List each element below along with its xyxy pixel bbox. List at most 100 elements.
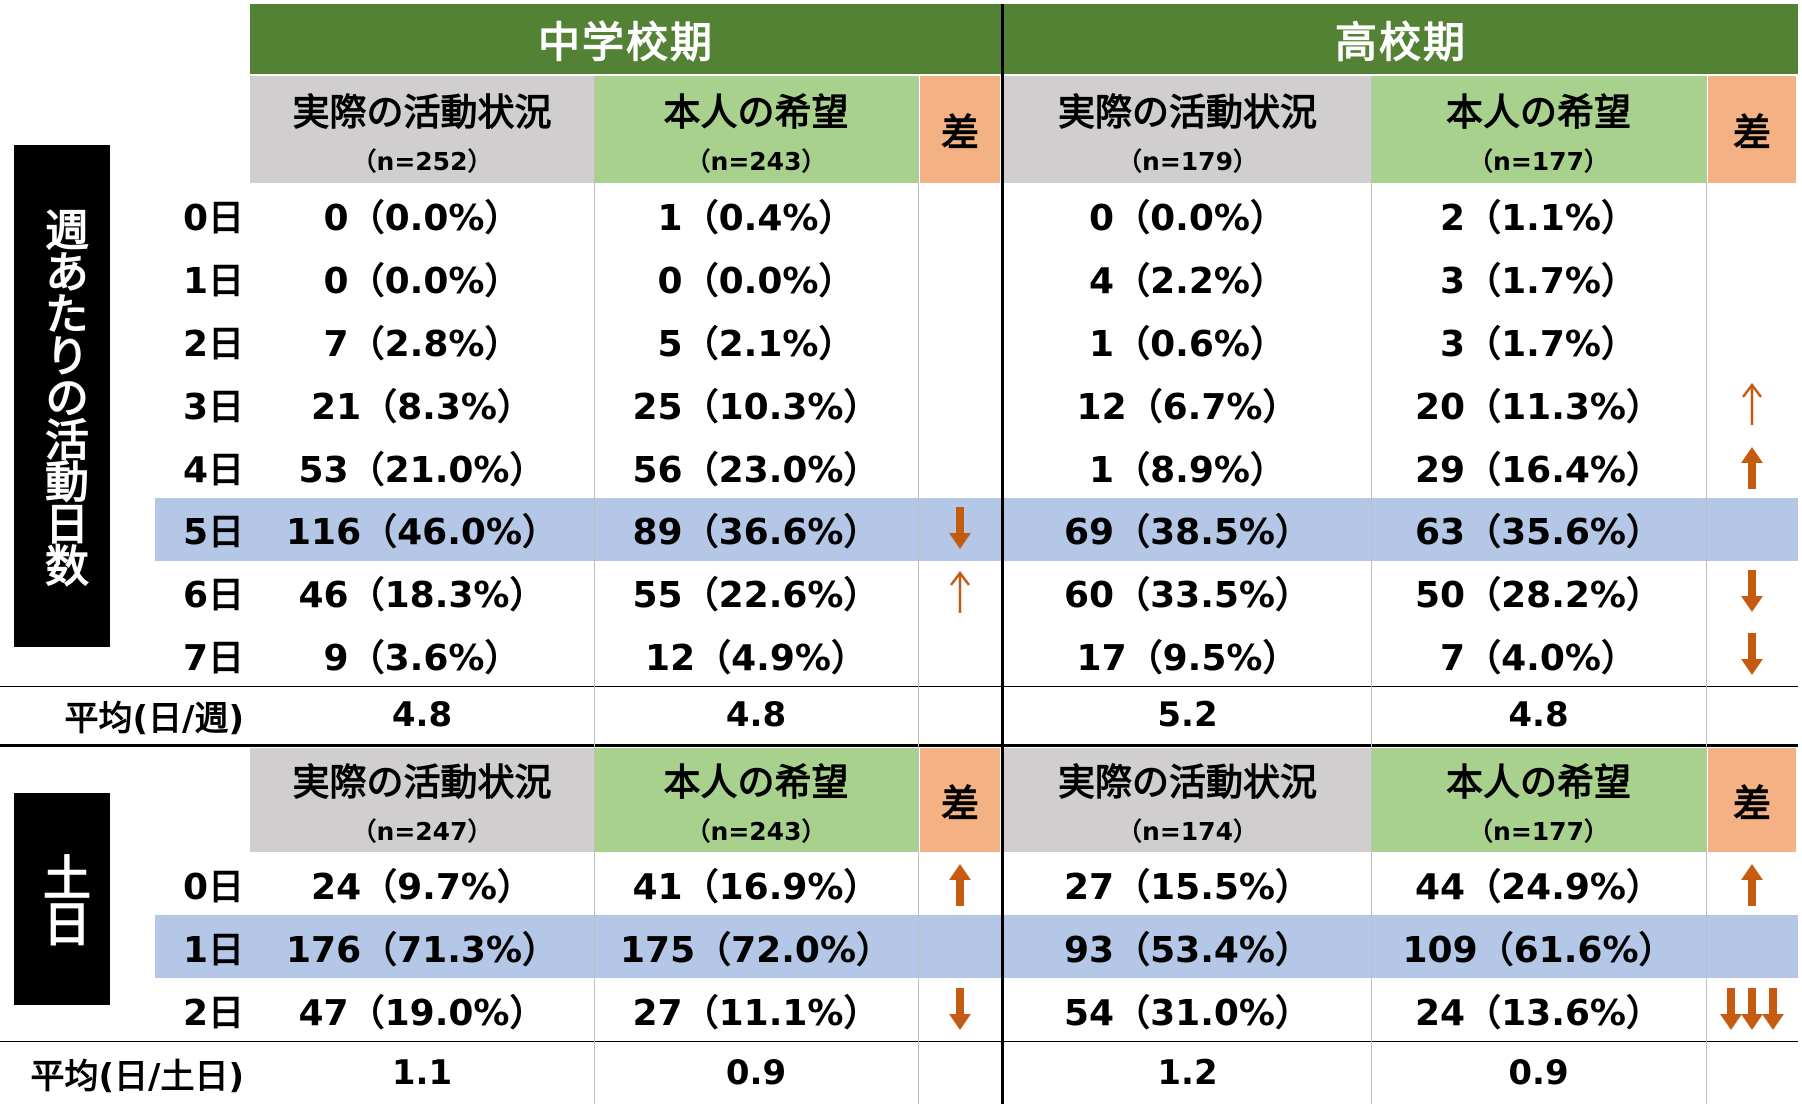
day-label: 0日 xyxy=(182,866,244,908)
cell-jh-actual: 116（46.0%） xyxy=(285,512,559,554)
cell-jh-actual: 53（21.0%） xyxy=(298,449,546,491)
cell-jh-wish: 41（16.9%） xyxy=(632,866,880,908)
cell-hs-wish: 109（61.6%） xyxy=(1402,929,1675,971)
weekly-side-label-text: 週あたりの活動日数 xyxy=(37,207,88,585)
cell-jh-wish: 25（10.3%） xyxy=(632,386,880,428)
diff-cell-empty xyxy=(918,184,1002,247)
header-label: 実際の活動状況 xyxy=(1058,761,1317,804)
day-label: 3日 xyxy=(182,386,244,428)
cell-hs-actual: 93（53.4%） xyxy=(1064,929,1311,971)
weekend-header-jh-wish: 本人の希望 （n=243） xyxy=(594,748,918,852)
average-hs-wish: 4.8 xyxy=(1508,695,1569,735)
diff-cell-empty xyxy=(1706,498,1798,561)
diff-cell-empty xyxy=(1706,247,1798,310)
cell-hs-actual: 17（9.5%） xyxy=(1076,637,1299,679)
cell-jh-actual: 7（2.8%） xyxy=(323,323,521,365)
cell-hs-wish: 24（13.6%） xyxy=(1415,992,1662,1034)
cell-jh-wish: 89（36.6%） xyxy=(632,512,880,554)
cell-hs-actual: 4（2.2%） xyxy=(1089,261,1286,303)
cell-jh-wish: 1（0.4%） xyxy=(657,198,855,240)
diff-cell-empty xyxy=(918,915,1002,978)
down-arrow-icon xyxy=(918,498,1002,561)
header-label: 本人の希望 xyxy=(663,90,849,134)
header-n: （n=177） xyxy=(1468,146,1609,176)
grid-line xyxy=(918,76,919,1104)
average-hs-actual: 5.2 xyxy=(1157,695,1218,735)
weekly-header-jh-actual: 実際の活動状況 （n=252） xyxy=(250,76,594,183)
cell-hs-actual: 54（31.0%） xyxy=(1064,992,1311,1034)
period-junior-high: 中学校期 xyxy=(250,4,1002,74)
cell-jh-actual: 24（9.7%） xyxy=(311,866,533,908)
cell-hs-wish: 7（4.0%） xyxy=(1440,637,1637,679)
weekly-header-diff: 差 xyxy=(1708,76,1796,183)
average-jh-wish: 0.9 xyxy=(725,1053,787,1093)
up-arrow-icon xyxy=(1706,852,1798,915)
cell-jh-actual: 47（19.0%） xyxy=(298,992,546,1034)
cell-hs-actual: 1（8.9%） xyxy=(1089,449,1286,491)
header-n: （n=243） xyxy=(685,817,827,846)
cell-jh-actual: 176（71.3%） xyxy=(285,929,559,971)
cell-hs-wish: 44（24.9%） xyxy=(1415,866,1662,908)
header-n: （n=179） xyxy=(1117,146,1258,176)
weekly-header-hs-actual: 実際の活動状況 （n=179） xyxy=(1004,76,1371,183)
weekend-header-jh-actual: 実際の活動状況 （n=247） xyxy=(250,748,594,852)
diff-cell-empty xyxy=(918,310,1002,373)
cell-jh-actual: 0（0.0%） xyxy=(323,261,521,303)
average-jh-actual: 1.1 xyxy=(391,1053,453,1093)
diff-cell-empty xyxy=(1706,915,1798,978)
day-label: 1日 xyxy=(182,929,244,971)
day-label: 0日 xyxy=(182,198,244,240)
cell-hs-actual: 1（0.6%） xyxy=(1089,323,1286,365)
weekly-header-diff: 差 xyxy=(920,76,1000,183)
weekend-side-label: 土日 xyxy=(14,793,110,1005)
header-label: 実際の活動状況 xyxy=(1058,90,1317,134)
cell-jh-wish: 175（72.0%） xyxy=(619,929,893,971)
header-n: （n=247） xyxy=(351,817,493,846)
cell-jh-actual: 9（3.6%） xyxy=(323,637,521,679)
day-label: 1日 xyxy=(182,261,244,303)
average-label: 平均(日/週) xyxy=(64,698,245,739)
cell-hs-actual: 69（38.5%） xyxy=(1064,512,1311,554)
down-arrow-icon xyxy=(918,978,1002,1041)
up-arrow-icon xyxy=(1706,435,1798,498)
weekend-header-diff: 差 xyxy=(1708,748,1796,852)
day-label: 2日 xyxy=(182,992,244,1034)
header-n: （n=177） xyxy=(1468,817,1609,846)
cell-jh-wish: 27（11.1%） xyxy=(632,992,880,1034)
diff-cell-empty xyxy=(1706,184,1798,247)
cell-hs-wish: 63（35.6%） xyxy=(1415,512,1662,554)
weekend-header-diff: 差 xyxy=(920,748,1000,852)
cell-jh-wish: 5（2.1%） xyxy=(657,323,855,365)
header-label: 本人の希望 xyxy=(663,761,849,804)
down-arrow-icon xyxy=(1706,978,1798,1041)
cell-hs-wish: 29（16.4%） xyxy=(1415,449,1662,491)
cell-hs-wish: 20（11.3%） xyxy=(1415,386,1662,428)
cell-jh-actual: 21（8.3%） xyxy=(311,386,533,428)
down-arrow-icon xyxy=(1706,624,1798,687)
period-junior-label: 中学校期 xyxy=(537,17,714,67)
diff-cell-empty xyxy=(918,435,1002,498)
period-senior-high: 高校期 xyxy=(1004,4,1798,74)
divider-line xyxy=(0,686,1798,687)
weekend-header-hs-wish: 本人の希望 （n=177） xyxy=(1371,748,1706,852)
up-arrow-icon xyxy=(918,561,1002,624)
diff-cell-empty xyxy=(1706,310,1798,373)
cell-hs-actual: 0（0.0%） xyxy=(1089,198,1286,240)
cell-jh-wish: 12（4.9%） xyxy=(645,637,867,679)
header-n: （n=243） xyxy=(685,146,827,176)
header-n: （n=174） xyxy=(1117,817,1258,846)
cell-hs-wish: 50（28.2%） xyxy=(1415,575,1662,617)
highlight-row-band xyxy=(155,498,1798,561)
down-arrow-icon xyxy=(1706,561,1798,624)
cell-jh-wish: 56（23.0%） xyxy=(632,449,880,491)
weekly-header-hs-wish: 本人の希望 （n=177） xyxy=(1371,76,1706,183)
section-divider xyxy=(0,744,1798,747)
average-jh-wish: 4.8 xyxy=(725,695,787,735)
cell-hs-wish: 3（1.7%） xyxy=(1440,261,1637,303)
day-label: 4日 xyxy=(182,449,244,491)
period-senior-label: 高校期 xyxy=(1334,17,1467,67)
highlight-row-band xyxy=(155,915,1798,978)
period-divider xyxy=(1001,4,1004,1104)
cell-jh-wish: 0（0.0%） xyxy=(657,261,855,303)
cell-jh-actual: 0（0.0%） xyxy=(323,198,521,240)
